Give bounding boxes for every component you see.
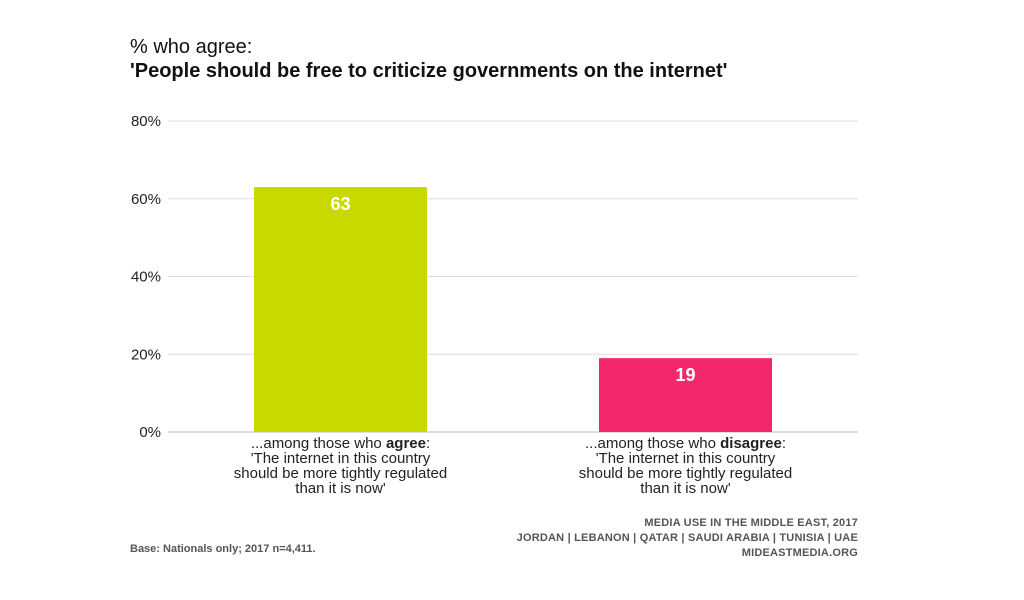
y-tick-label: 0%: [139, 424, 161, 441]
bar-value-label: 63: [330, 194, 350, 214]
chart-title: 'People should be free to criticize gove…: [130, 60, 728, 82]
source-block: MEDIA USE IN THE MIDDLE EAST, 2017 JORDA…: [517, 516, 858, 561]
bar: [599, 358, 772, 432]
y-tick-label: 60%: [131, 191, 161, 208]
chart-subtitle: % who agree:: [130, 36, 253, 58]
source-line: MIDEASTMEDIA.ORG: [741, 547, 858, 559]
bar: [254, 187, 427, 432]
x-category-label: ...among those who disagree: 'The interne…: [578, 435, 793, 497]
base-note: Base: Nationals only; 2017 n=4,411.: [130, 543, 316, 555]
y-tick-label: 80%: [131, 113, 161, 130]
y-tick-label: 20%: [131, 346, 161, 363]
source-line: JORDAN | LEBANON | QATAR | SAUDI ARABIA …: [516, 532, 858, 544]
source-line: MEDIA USE IN THE MIDDLE EAST, 2017: [644, 517, 858, 529]
bar-value-label: 19: [675, 365, 695, 385]
x-category-label: ...among those who agree: 'The internet i…: [233, 435, 448, 497]
y-tick-label: 40%: [131, 269, 161, 286]
